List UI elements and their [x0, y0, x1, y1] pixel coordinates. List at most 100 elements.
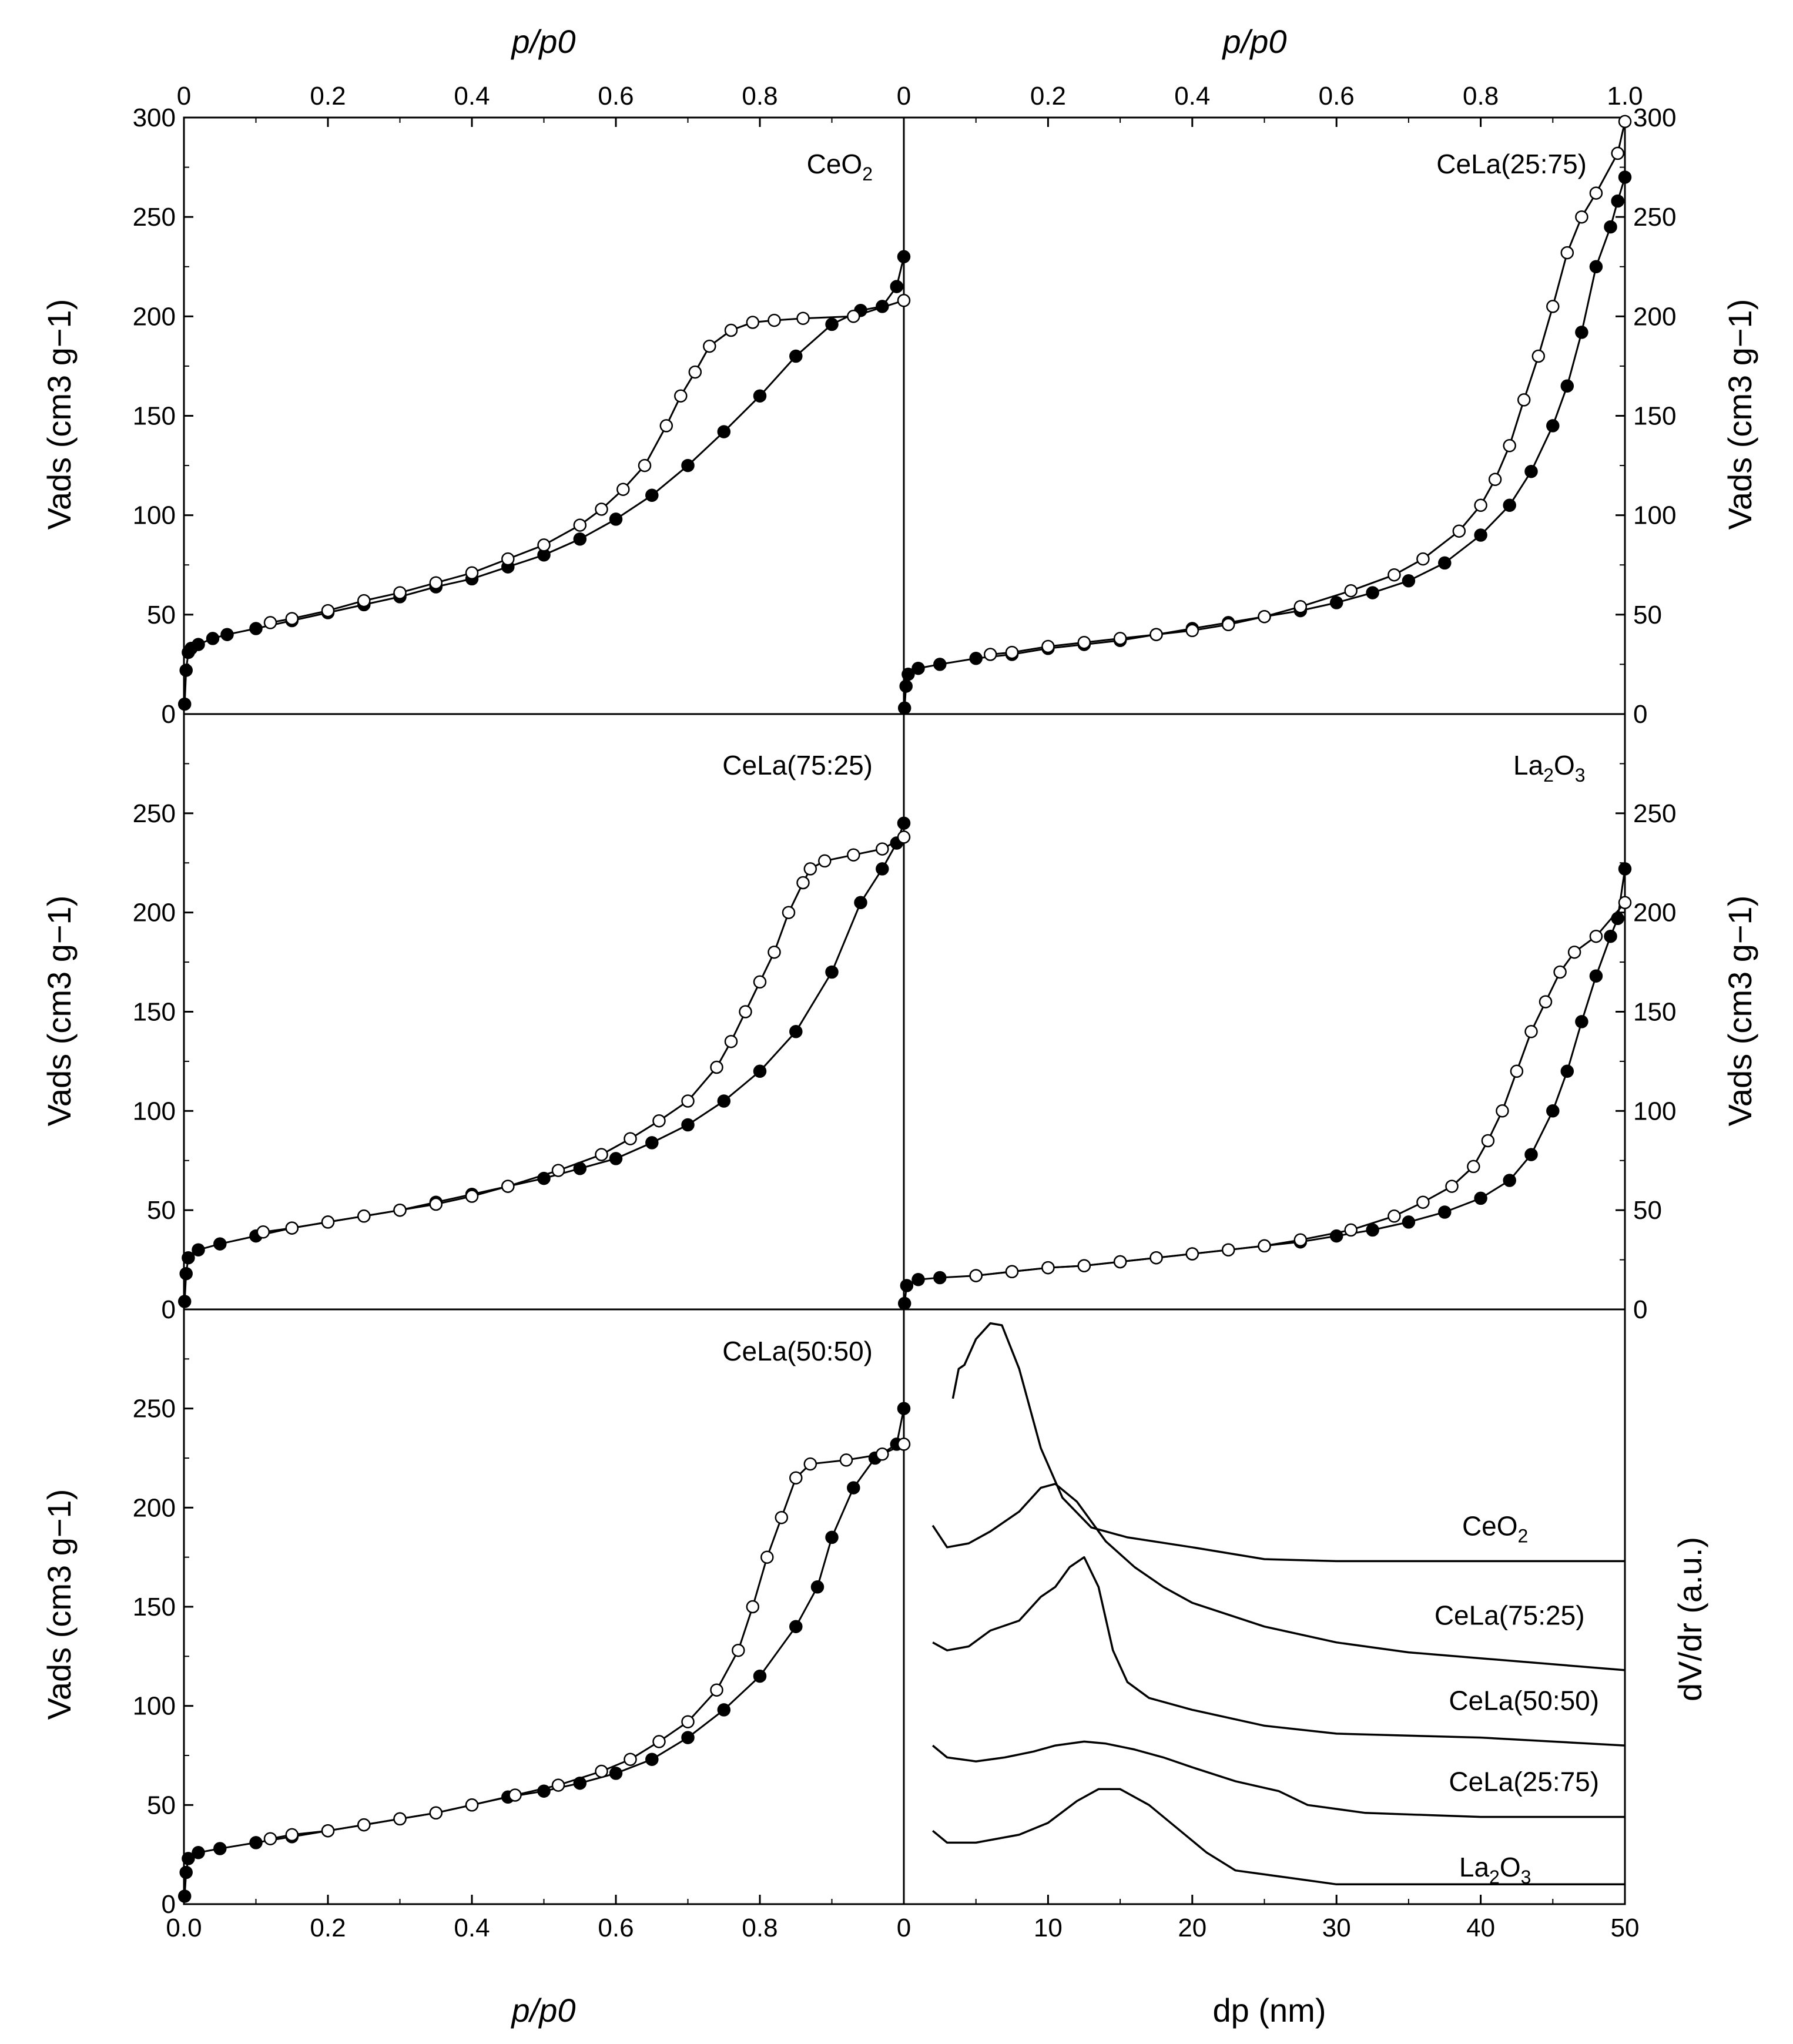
desorption-point — [1546, 300, 1560, 313]
adsorption-point — [1474, 528, 1487, 542]
desorption-point — [429, 1806, 443, 1820]
adsorption-point — [645, 1136, 659, 1150]
desorption-point — [1149, 628, 1163, 641]
x-tick-label: 30 — [1322, 1914, 1351, 1942]
desorption-point — [1474, 498, 1487, 512]
desorption-point — [393, 1812, 407, 1826]
y-tick-label: 50 — [147, 1196, 176, 1225]
desorption-point — [537, 538, 551, 552]
desorption-point — [1185, 624, 1199, 638]
adsorption-point — [681, 458, 695, 473]
adsorption-point — [1604, 220, 1617, 234]
desorption-point — [624, 1132, 637, 1145]
y-tick-label: 200 — [1633, 899, 1676, 927]
adsorption-point — [192, 638, 205, 651]
x-tick-label: 0 — [897, 1914, 911, 1942]
adsorption-point — [825, 1530, 839, 1544]
desorption-point — [357, 594, 371, 608]
desorption-point — [739, 1005, 752, 1018]
adsorption-point — [1589, 969, 1603, 983]
desorption-point — [321, 1824, 335, 1838]
desorption-point — [796, 876, 810, 890]
desorption-point — [1567, 945, 1581, 959]
x-tick-label: 0.4 — [1174, 82, 1210, 110]
desorption-point — [681, 1715, 695, 1728]
adsorption-point — [213, 1237, 227, 1251]
panel-PSD: 0 10 20 30 40 50 CeO2​ CeLa(75:25) CeLa(50:50) Ce… — [897, 1322, 1640, 1942]
desorption-point — [1452, 524, 1466, 538]
desorption-point — [616, 482, 630, 496]
y-tick-label: 100 — [1633, 1097, 1676, 1125]
desorption-point — [1510, 1064, 1524, 1078]
desorption-point — [321, 1215, 335, 1229]
desorption-point — [897, 1437, 911, 1451]
y-tick-label: 300 — [133, 103, 176, 132]
desorption-point — [1488, 473, 1502, 487]
panel-La2O3: 0 50 100 150 200 250 La2​O3​ — [897, 750, 1676, 1324]
desorption-point — [393, 586, 407, 599]
y-tick-label: 250 — [1633, 799, 1676, 828]
adsorption-point — [179, 1865, 193, 1879]
desorption-point — [1221, 618, 1235, 632]
desorption-point — [1611, 146, 1624, 160]
desorption-point — [1481, 1134, 1495, 1148]
adsorption-point — [1546, 419, 1560, 433]
y-tick-label: 200 — [1633, 302, 1676, 331]
adsorption-point — [1402, 1215, 1416, 1229]
adsorption-point — [1366, 586, 1379, 599]
psd-curve-CeLa(25:75) — [931, 1740, 1625, 1818]
desorption-point — [1077, 1259, 1091, 1272]
y-tick-label: 50 — [1633, 1196, 1662, 1225]
adsorption-point — [249, 1836, 263, 1849]
desorption-point — [1503, 439, 1516, 453]
adsorption-point — [1618, 170, 1632, 184]
desorption-point — [508, 1788, 522, 1802]
desorption-point — [659, 419, 673, 433]
psd-curve-CeLa(75:25) — [931, 1483, 1626, 1671]
x-tick-label: 0.8 — [742, 1914, 777, 1942]
panels: 05010015020025030000.20.40.60.8CeO2​0501… — [133, 82, 1677, 1942]
y-tick-label: 0 — [162, 1295, 176, 1324]
desorption-point — [1113, 632, 1127, 645]
adsorption-point — [854, 896, 867, 910]
adsorption-point — [192, 1846, 205, 1859]
panel-label-La2O3: La2​O3​ — [1513, 750, 1586, 786]
desorption-point — [285, 612, 299, 625]
desorption-point — [1258, 609, 1271, 624]
desorption-point — [357, 1209, 371, 1223]
desorption-point — [285, 1221, 299, 1235]
y-tick-label: 300 — [1633, 103, 1676, 132]
desorption-point — [573, 518, 587, 532]
psd-curve-La2O3 — [931, 1788, 1625, 1886]
adsorption-point — [192, 1243, 205, 1256]
desorption-point — [876, 842, 889, 856]
adsorption-point — [1618, 862, 1632, 876]
desorption-point — [1041, 1261, 1055, 1275]
desorption-point — [710, 1060, 723, 1074]
x-tick-label: 10 — [1034, 1914, 1063, 1942]
desorption-point — [1113, 1255, 1127, 1269]
desorption-point — [1416, 552, 1430, 566]
desorption-point — [1553, 965, 1567, 979]
desorption-point — [710, 1683, 723, 1697]
adsorption-point — [825, 317, 839, 331]
adsorption-point — [1611, 194, 1624, 208]
adsorption-point — [1329, 596, 1343, 609]
x-tick-label: 0.2 — [310, 1914, 346, 1942]
panel-label-CeLa2575: CeLa(25:75) — [1436, 149, 1587, 179]
desorption-point — [674, 389, 688, 403]
y-tick-label: 250 — [133, 799, 176, 828]
adsorption-point — [789, 1025, 803, 1038]
left-axis-title-middle: Vads (cm3 g−1) — [41, 896, 78, 1127]
desorption-point — [983, 648, 997, 661]
adsorption-point — [1366, 1223, 1379, 1237]
desorption-point — [465, 566, 479, 580]
desorption-point — [638, 458, 652, 473]
x-tick-label: 50 — [1611, 1914, 1640, 1942]
y-tick-label: 0 — [1633, 1295, 1647, 1324]
x-tick-label: 0.2 — [310, 82, 346, 110]
adsorption-point — [717, 1094, 731, 1108]
x-tick-label: 0 — [897, 82, 911, 110]
